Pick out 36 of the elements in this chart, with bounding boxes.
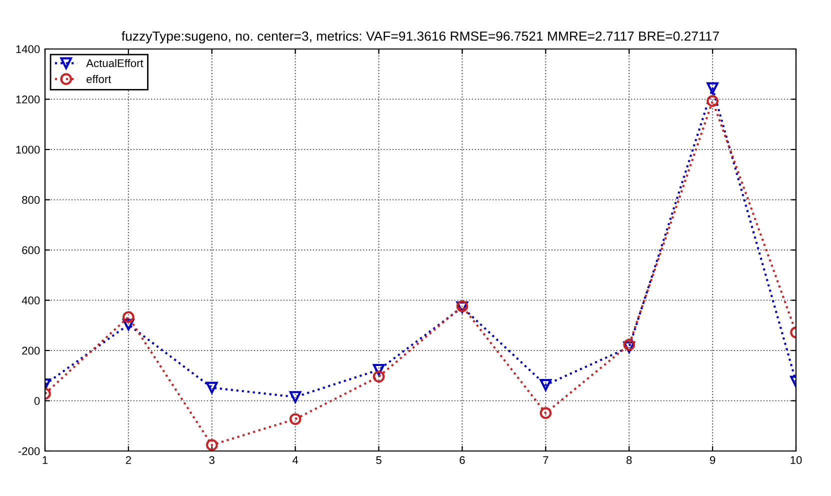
y-tick-label: 600 bbox=[22, 246, 40, 254]
point bbox=[372, 370, 385, 383]
point bbox=[289, 391, 302, 403]
y-tick-label: 1400 bbox=[16, 45, 40, 54]
point bbox=[540, 379, 552, 391]
y-tick-label: 1200 bbox=[16, 96, 40, 104]
x-tick-label: 3 bbox=[209, 456, 214, 464]
y-tick-label: 200 bbox=[22, 346, 40, 355]
x-tick-label: 7 bbox=[543, 456, 548, 464]
legend-label: effort bbox=[86, 74, 112, 84]
x-tick-label: 5 bbox=[376, 456, 382, 464]
point bbox=[540, 407, 552, 419]
x-tick-label: 8 bbox=[626, 456, 632, 464]
chart-title: fuzzyType:sugeno, no. center=3, metrics: VAF=91.3616 RMSE=96.7521 MMRE=2.7117 BRE=0.27117 bbox=[122, 31, 719, 44]
x-tick-label: 2 bbox=[126, 456, 131, 464]
point bbox=[706, 82, 718, 94]
y-tick-label: 1000 bbox=[16, 146, 40, 154]
y-tick-label: 400 bbox=[22, 296, 40, 304]
point bbox=[623, 338, 636, 351]
point bbox=[289, 413, 302, 425]
x-tick-label: 1 bbox=[42, 456, 48, 464]
point bbox=[372, 364, 385, 376]
x-tick-label: 10 bbox=[790, 456, 802, 464]
point bbox=[206, 382, 218, 394]
point bbox=[206, 439, 218, 451]
point bbox=[623, 341, 636, 354]
x-tick-label: 6 bbox=[460, 456, 465, 464]
point bbox=[122, 311, 134, 323]
point bbox=[122, 318, 134, 331]
legend-label: ActualEffort bbox=[86, 59, 144, 68]
point bbox=[706, 95, 718, 107]
x-tick-label: 4 bbox=[292, 456, 298, 464]
y-tick-label: -200 bbox=[18, 447, 40, 456]
y-tick-label: 0 bbox=[34, 397, 40, 405]
x-tick-label: 9 bbox=[710, 456, 716, 464]
y-tick-label: 800 bbox=[22, 196, 40, 204]
